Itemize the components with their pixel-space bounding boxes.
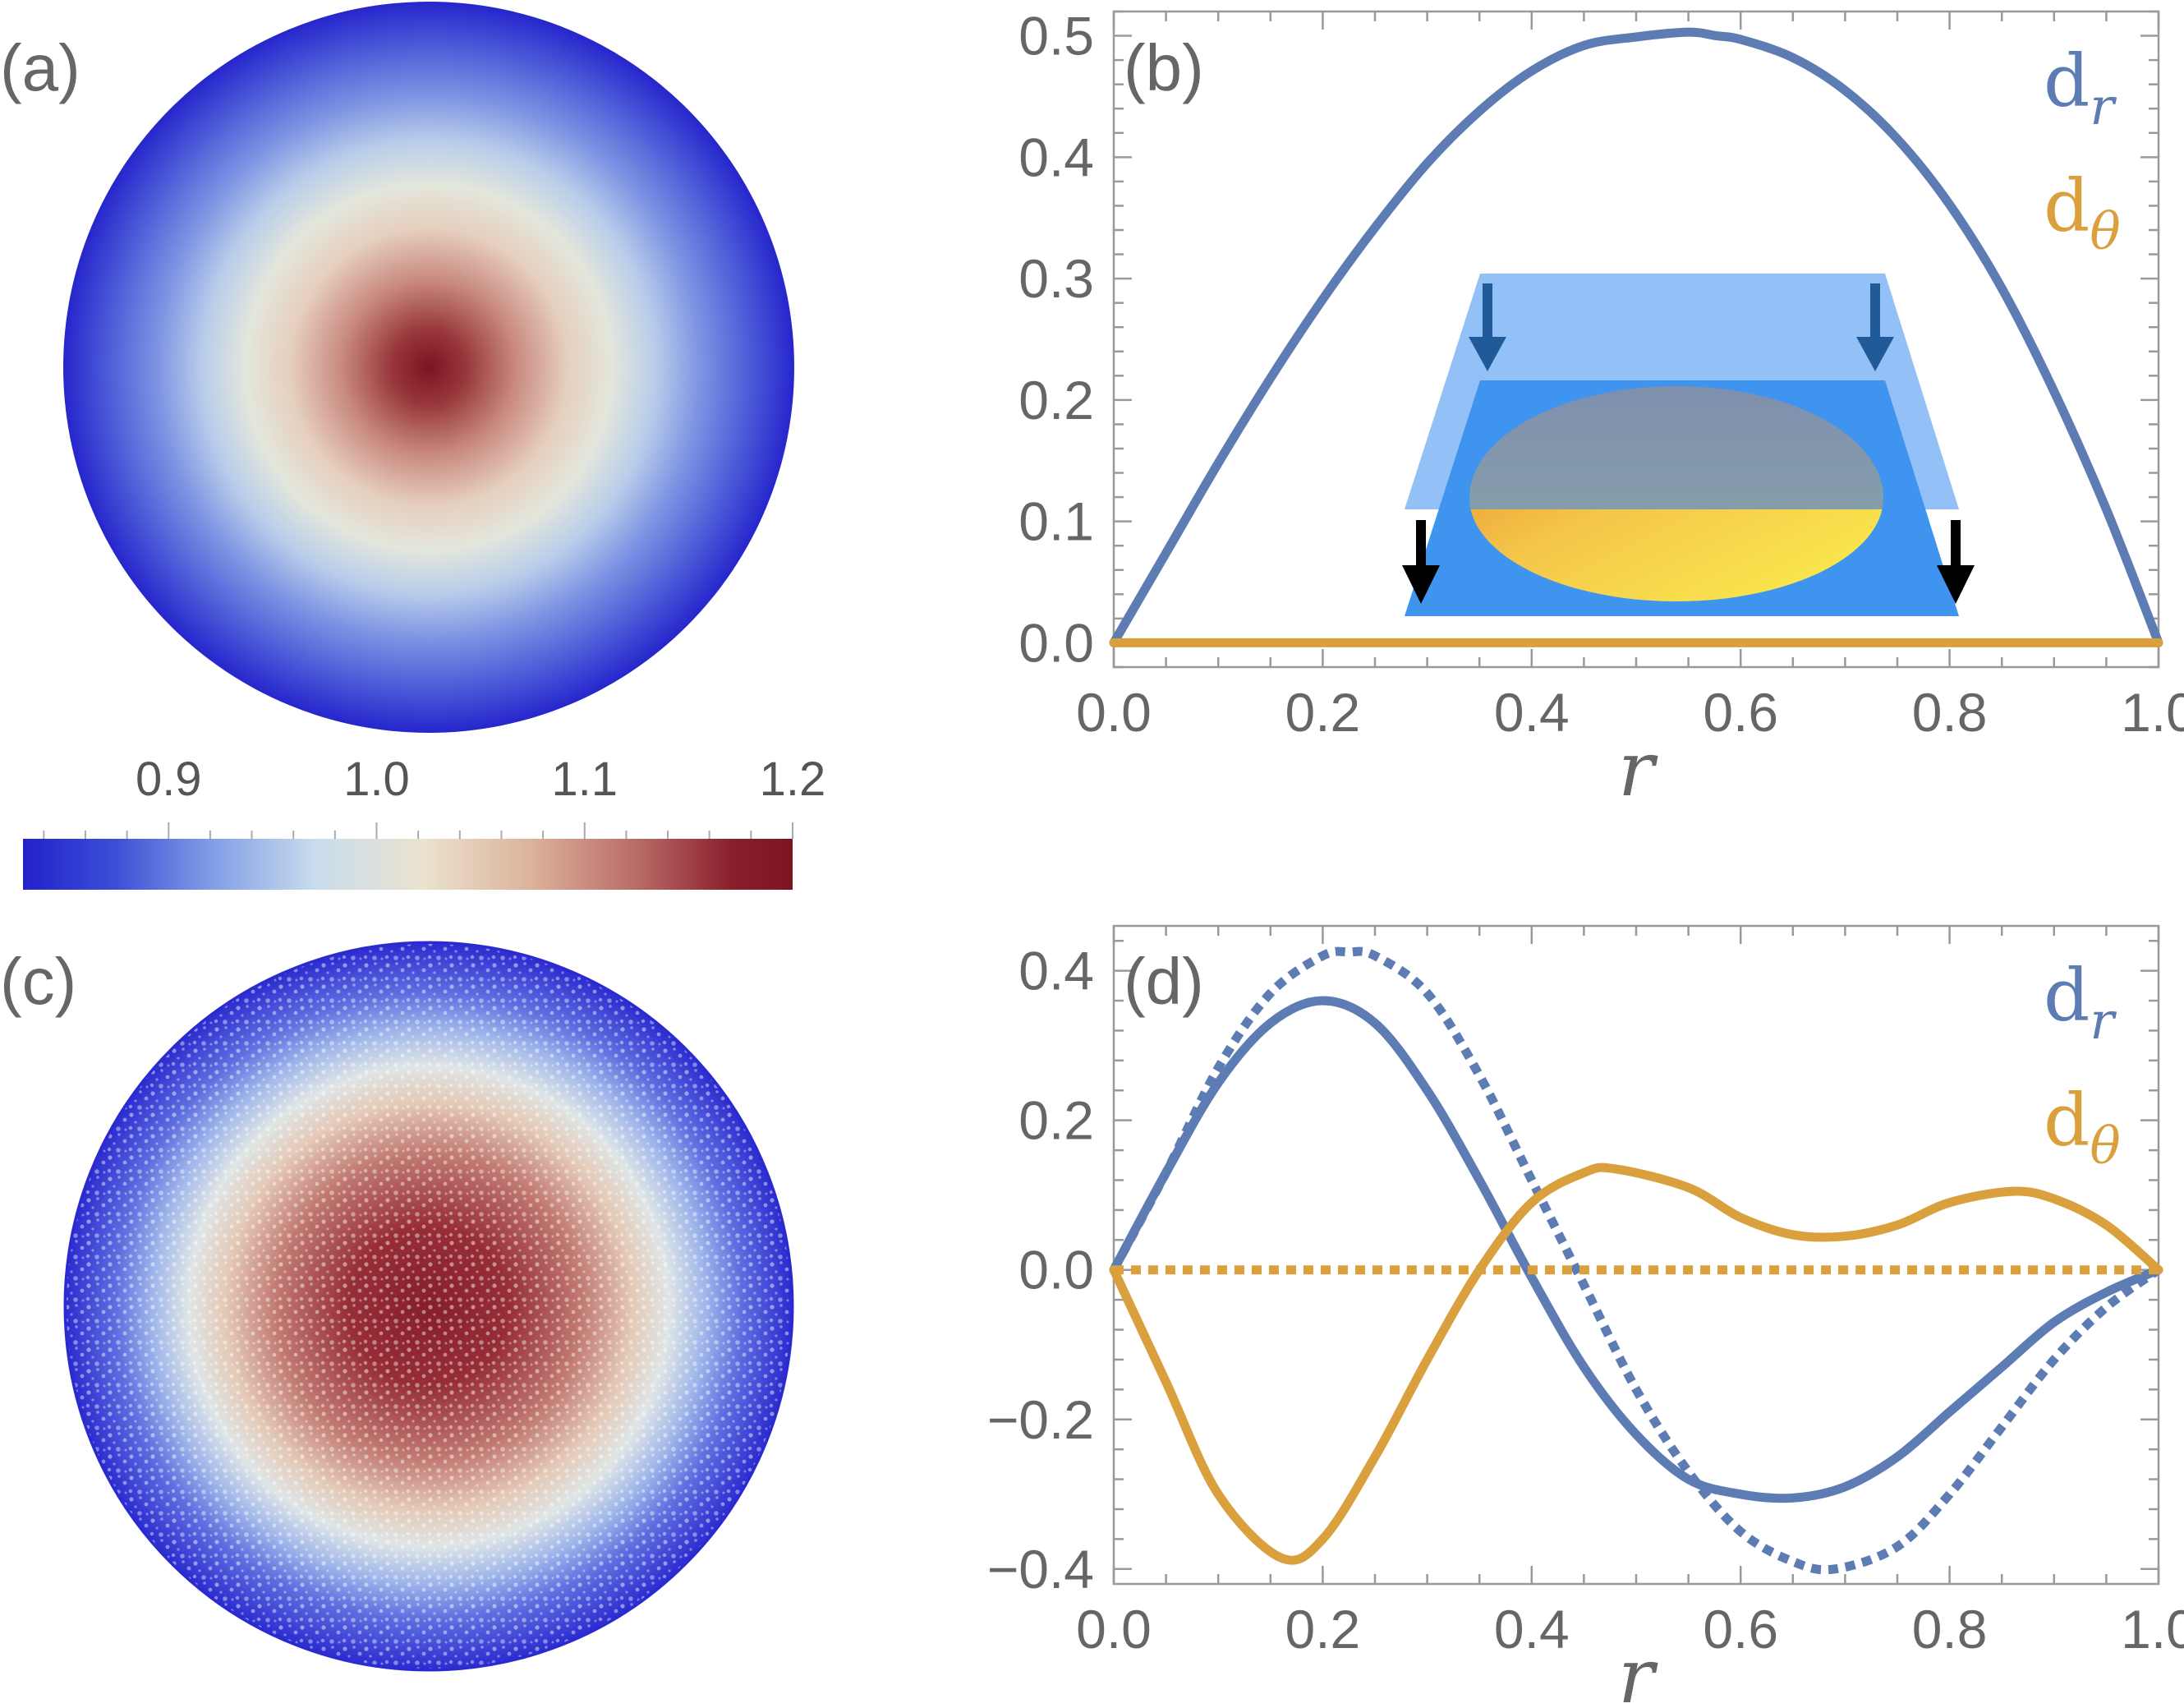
panel-b-legend: dr dθ xyxy=(2044,39,2121,261)
legend-entry-sub: θ xyxy=(2090,201,2120,261)
panel-d: 0.0 0.2 0.4 0.6 0.8 1.0−0.4−0.20.00.20.4 (d) … xyxy=(987,924,2184,1708)
y-tick-label: 0.2 xyxy=(1018,1090,1094,1151)
series-line xyxy=(1109,996,2163,1503)
panel-c: (c) xyxy=(0,941,794,1672)
panel-a-tag: (a) xyxy=(0,31,80,104)
y-tick-label: −0.4 xyxy=(987,1539,1094,1600)
colorbar: 0.9 1.0 1.1 1.2 xyxy=(23,753,825,890)
legend-entry-sub: r xyxy=(2090,991,2117,1051)
legend-entry: dθ xyxy=(2044,163,2121,261)
y-tick-label: 0.1 xyxy=(1018,491,1094,552)
panel-d-ticks: 0.0 0.2 0.4 0.6 0.8 1.0 −0.4 −0.2 0.0 0.2 0.4 xyxy=(987,926,2184,1660)
colorbar-label: 1.1 xyxy=(551,753,618,806)
panel-d-legend: dr dθ xyxy=(2044,953,2121,1176)
panel-b-xlabel: r xyxy=(1618,725,1658,813)
series-line xyxy=(1110,946,2162,1575)
x-tick-label: 0.0 xyxy=(1076,682,1152,743)
y-tick-label: 0.4 xyxy=(1018,941,1094,1001)
colorbar-label: 1.0 xyxy=(343,753,410,806)
legend-entry: dr xyxy=(2044,953,2117,1051)
y-tick-label: 0.3 xyxy=(1018,248,1094,309)
colorbar-gradient xyxy=(23,839,793,890)
arrow-bottom-left xyxy=(1402,520,1440,604)
legend-entry-sub: θ xyxy=(2090,1116,2120,1176)
y-tick-label: 0.0 xyxy=(1018,1240,1094,1301)
panel-b-inset xyxy=(1402,274,1975,616)
x-tick-label: 0.2 xyxy=(1285,1599,1361,1660)
colorbar-label: 0.9 xyxy=(136,753,202,806)
panel-b-tag: (b) xyxy=(1124,31,1204,104)
y-tick-label: −0.2 xyxy=(987,1389,1094,1450)
panel-d-xlabel: r xyxy=(1618,1632,1658,1708)
x-tick-label: 1.0 xyxy=(2121,1599,2184,1660)
panel-c-tag: (c) xyxy=(0,945,76,1018)
x-tick-label: 0.8 xyxy=(1912,1599,1988,1660)
disk-a xyxy=(63,2,794,733)
x-tick-label: 0.6 xyxy=(1703,682,1778,743)
colorbar-ticks xyxy=(43,822,793,839)
x-tick-label: 0.4 xyxy=(1494,1599,1570,1660)
panel-d-tag: (d) xyxy=(1124,945,1204,1018)
arrow-top-right xyxy=(1856,283,1894,371)
arrow-bottom-right xyxy=(1937,520,1975,604)
y-tick-label: 0.5 xyxy=(1018,6,1094,67)
x-tick-label: 0.6 xyxy=(1703,1599,1778,1660)
x-tick-label: 0.0 xyxy=(1076,1599,1152,1660)
legend-entry: dθ xyxy=(2044,1078,2121,1176)
panel-a: (a) xyxy=(0,2,794,733)
x-tick-label: 0.2 xyxy=(1285,682,1361,743)
legend-entry-sub: r xyxy=(2090,76,2117,136)
x-tick-label: 0.4 xyxy=(1494,682,1570,743)
y-tick-label: 0.4 xyxy=(1018,127,1094,187)
inset-droplet-bottom xyxy=(1470,509,1883,601)
series-line xyxy=(1109,27,2163,647)
colorbar-labels: 0.9 1.0 1.1 1.2 xyxy=(136,753,825,806)
panel-b-lines xyxy=(1109,27,2163,647)
panel-d-lines xyxy=(1109,946,2163,1575)
legend-entry: dr xyxy=(2044,39,2117,136)
x-tick-label: 1.0 xyxy=(2121,682,2184,743)
y-tick-label: 0.0 xyxy=(1018,612,1094,673)
y-tick-label: 0.2 xyxy=(1018,370,1094,430)
arrow-top-left xyxy=(1469,283,1506,371)
x-tick-label: 0.8 xyxy=(1912,682,1988,743)
inset-droplet-top xyxy=(1469,386,1883,509)
panel-b-ticks: 0.0 0.2 0.4 0.6 0.8 1.0 0.0 0.1 0.2 0.3 0.4 0.5 xyxy=(1018,6,2184,743)
disk-c-grain xyxy=(67,944,791,1669)
colorbar-label: 1.2 xyxy=(760,753,826,806)
panel-b: 0.0 0.2 0.4 0.6 0.8 1.0 0.0 0.1 0.2 0.3 0.4 0.5 xyxy=(1018,6,2184,813)
series-line xyxy=(1109,1162,2163,1565)
